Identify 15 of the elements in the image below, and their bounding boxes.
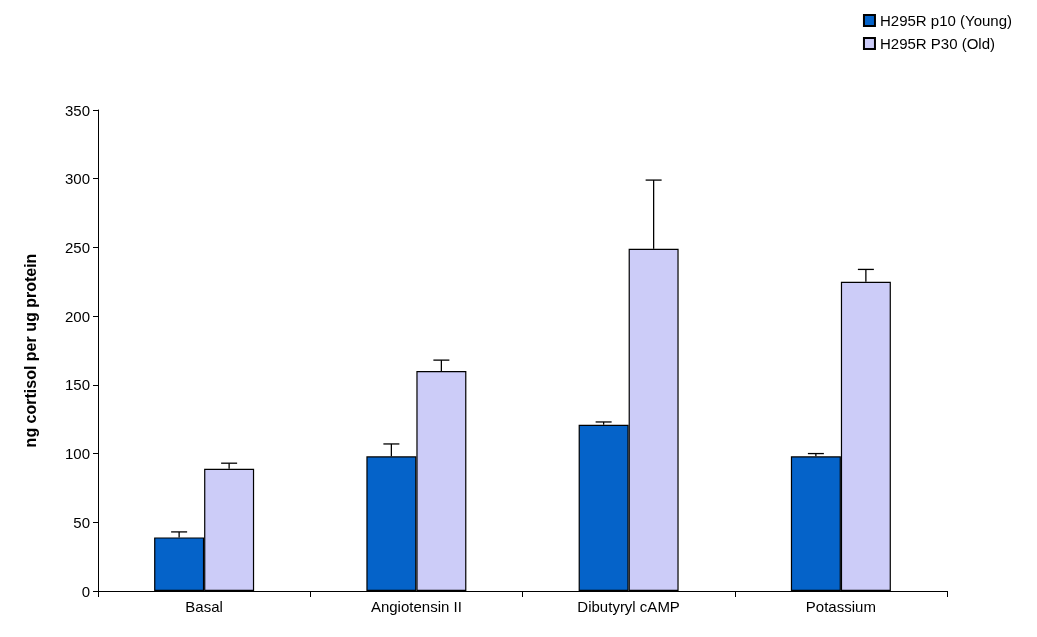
y-tick-label: 250 bbox=[64, 238, 90, 256]
x-tick-label: Potassium bbox=[805, 598, 876, 615]
y-tick-label: 0 bbox=[81, 582, 90, 600]
x-tick-label: Dibutyryl cAMP bbox=[577, 598, 680, 615]
y-tick-label: 200 bbox=[64, 307, 90, 325]
x-tick-label: Angiotensin II bbox=[370, 598, 462, 615]
y-tick-label: 50 bbox=[73, 513, 90, 531]
legend-label: H295R p10 (Young) bbox=[879, 12, 1013, 29]
y-tick-label: 350 bbox=[64, 101, 90, 119]
y-axis-title: ng cortisol per ug protein bbox=[21, 253, 39, 448]
legend-label: H295R P30 (Old) bbox=[879, 35, 996, 52]
y-tick-label: 300 bbox=[64, 170, 90, 188]
x-tick-label: Basal bbox=[185, 598, 223, 615]
y-tick-label: 100 bbox=[64, 445, 90, 463]
y-tick-label: 150 bbox=[64, 376, 90, 394]
